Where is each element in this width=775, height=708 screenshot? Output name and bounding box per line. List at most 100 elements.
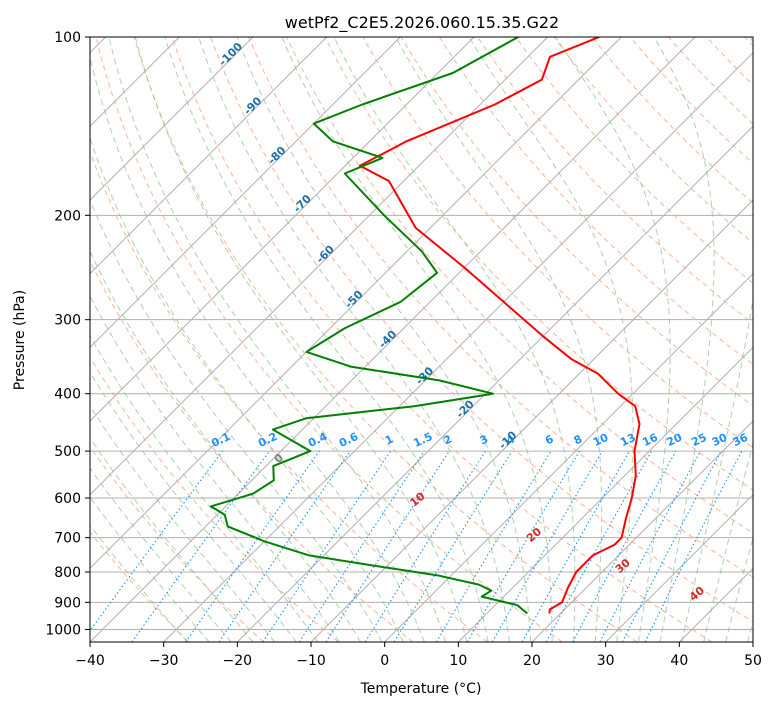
plot-area: 0.1 0.2 0.4 0.6 1 1.5 2 3 4 6 8 10 13 16 20 25 30 36-100-…	[90, 37, 753, 642]
isotherm-line	[90, 37, 622, 570]
moist-adiabat-line	[108, 37, 447, 642]
dewpoint-profile	[209, 37, 528, 615]
mixing-ratio-label: 36	[731, 431, 751, 449]
isotherm-label: -80	[265, 144, 288, 167]
y-tick-label: 700	[54, 531, 81, 547]
y-axis-label: Pressure (hPa)	[12, 290, 28, 390]
mixing-ratio-label: 25	[689, 431, 708, 449]
y-tick-label: 500	[54, 444, 81, 460]
mixing-ratio-label: 0.2	[256, 430, 279, 450]
dry-adiabat-line	[286, 37, 753, 534]
mixing-ratio-label: 0.4	[306, 430, 329, 450]
mixing-ratio-line	[521, 450, 630, 642]
y-tick-label: 400	[54, 387, 81, 403]
mixing-ratio-line	[545, 450, 653, 642]
dry-adiabat-line	[90, 445, 264, 642]
mixing-ratio-line	[131, 450, 270, 642]
isotherm-line	[678, 567, 753, 642]
moist-adiabat-line	[90, 405, 276, 642]
moist-adiabat-label: 10	[407, 489, 427, 509]
moist-adiabat-line	[90, 371, 297, 642]
moist-adiabat-line	[703, 441, 753, 642]
temperature-profile	[358, 37, 641, 614]
mixing-ratio-line	[467, 450, 580, 642]
isotherm-line	[531, 420, 753, 642]
y-tick-label: 300	[54, 313, 81, 329]
moist-adiabat-line	[90, 294, 340, 642]
moist-adiabat-line	[333, 37, 576, 642]
isotherm-label: -60	[314, 242, 337, 265]
y-tick-label: 100	[54, 30, 81, 46]
moist-adiabat-line	[395, 37, 603, 642]
dry-adiabat-line	[248, 37, 753, 578]
isotherm-label: -70	[291, 192, 314, 215]
dry-adiabat-line	[90, 356, 339, 642]
mixing-ratio-line	[262, 450, 392, 642]
y-tick-label: 900	[54, 595, 81, 611]
x-tick-label: −30	[149, 653, 179, 669]
moist-adiabat-line	[555, 37, 671, 642]
plot-frame	[89, 36, 754, 643]
isotherm-label: -100	[216, 40, 245, 69]
x-tick-label: 20	[523, 653, 541, 669]
mixing-ratio-line	[364, 450, 486, 642]
isotherm-label: -20	[454, 397, 477, 420]
axes: −40 −30 −20 −10 0 10 20 30 40 5010020030040050060…	[45, 30, 762, 669]
moist-adiabat-line	[90, 136, 404, 642]
moist-adiabat-line	[281, 37, 553, 642]
dry-adiabat-line	[171, 37, 712, 642]
mixing-ratio-line	[572, 450, 677, 642]
dry-adiabat-line	[400, 37, 753, 407]
moist-adiabat-line	[90, 467, 232, 642]
isotherm-label: -40	[376, 328, 399, 351]
y-tick-label: 800	[54, 565, 81, 581]
isotherm-line	[236, 125, 753, 642]
dry-adiabat-line	[95, 37, 563, 642]
mixing-ratio-label: 2	[442, 432, 454, 447]
moist-adiabat-line	[90, 524, 188, 642]
moist-adiabat-line	[90, 198, 383, 642]
mixing-ratio-line	[298, 450, 425, 642]
isotherm-label: -50	[342, 288, 365, 311]
isotherm-line	[90, 37, 254, 201]
dry-adiabat-line	[515, 37, 753, 284]
mixing-ratio-line	[90, 450, 223, 632]
x-tick-label: 50	[744, 653, 762, 669]
moist-adiabat-line	[725, 536, 753, 642]
isotherm-label: -10	[496, 428, 519, 451]
isotherm-line	[90, 37, 328, 275]
moist-adiabat-line	[90, 334, 319, 642]
x-axis-label: Temperature (°C)	[360, 681, 482, 697]
x-tick-label: −40	[75, 653, 105, 669]
mixing-ratio-label: 0.6	[337, 430, 360, 450]
x-tick-label: 10	[449, 653, 467, 669]
moist-adiabat-line	[468, 37, 634, 642]
x-tick-label: 30	[597, 653, 615, 669]
mixing-ratio-line	[599, 450, 701, 642]
dry-adiabat-line	[553, 37, 753, 244]
moist-adiabat-line	[90, 436, 254, 642]
mixing-ratio-label: 8	[572, 432, 584, 447]
mixing-ratio-label: 0.1	[209, 430, 232, 450]
mixing-ratio-line	[393, 450, 513, 642]
dry-adiabat-line	[210, 37, 753, 623]
moist-adiabat-line	[198, 37, 510, 642]
isotherm-line	[90, 37, 549, 496]
y-tick-label: 1000	[45, 622, 81, 638]
mixing-ratio-label: 3	[478, 432, 490, 447]
y-tick-label: 200	[54, 208, 81, 224]
x-tick-label: 40	[670, 653, 688, 669]
moist-adiabat-line	[90, 55, 425, 642]
dry-adiabat-line	[438, 37, 753, 366]
isotherm-line	[752, 641, 753, 642]
mixing-ratio-line	[218, 450, 351, 642]
chart-title: wetPf2_C2E5.2026.060.15.35.G22	[285, 13, 559, 33]
moist-adiabat-line	[236, 37, 532, 642]
moist-adiabat-label: 40	[687, 584, 707, 604]
dry-adiabat-line	[90, 150, 488, 642]
isotherm-line	[90, 37, 401, 349]
mixing-ratio-label: 20	[665, 431, 685, 449]
x-tick-label: −20	[223, 653, 253, 669]
moist-adiabat-line	[653, 37, 715, 642]
